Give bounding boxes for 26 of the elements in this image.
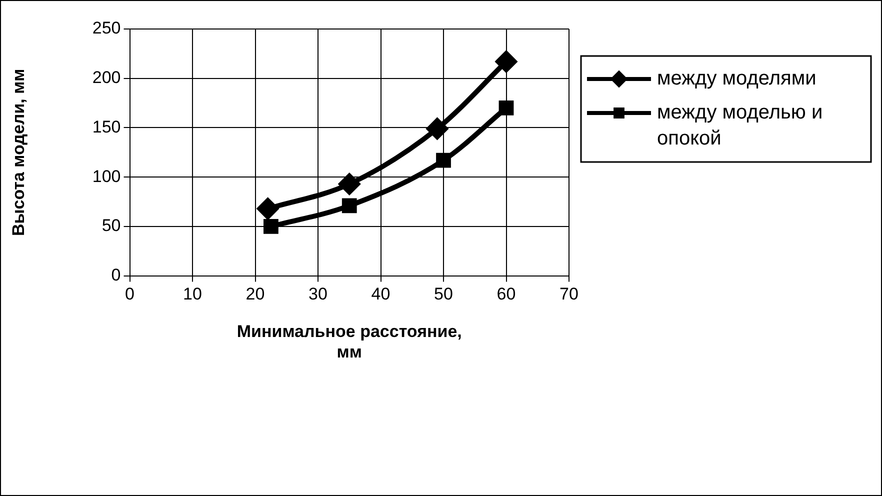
point	[496, 51, 517, 72]
x-tick-label: 50	[434, 284, 453, 304]
point	[338, 173, 360, 194]
y-tick-label: 50	[102, 216, 121, 236]
y-tick-label: 100	[92, 166, 121, 186]
x-axis-title: Минимальное расстояние, мм	[236, 322, 462, 362]
y-tick-label: 200	[92, 68, 121, 88]
point	[257, 198, 278, 220]
x-tick-label: 70	[560, 284, 578, 304]
point	[498, 100, 514, 116]
x-tick-label: 0	[125, 284, 134, 304]
x-tick-label: 60	[496, 284, 516, 304]
x-tick-label: 30	[308, 284, 328, 304]
x-tick-label: 20	[246, 284, 265, 304]
y-tick-label: 0	[111, 265, 121, 284]
y-tick-label: 150	[92, 117, 121, 136]
x-tick-label: 40	[371, 284, 390, 304]
legend-label: между моделями	[657, 68, 816, 90]
y-axis-title: Высота модели, мм	[8, 68, 28, 236]
y-tick-label: 250	[92, 18, 121, 38]
point	[436, 152, 451, 168]
point	[263, 218, 278, 234]
legend-label: между моделью и опокой	[657, 102, 823, 150]
point	[342, 198, 357, 214]
point	[426, 118, 448, 140]
x-tick-label: 10	[183, 284, 202, 304]
